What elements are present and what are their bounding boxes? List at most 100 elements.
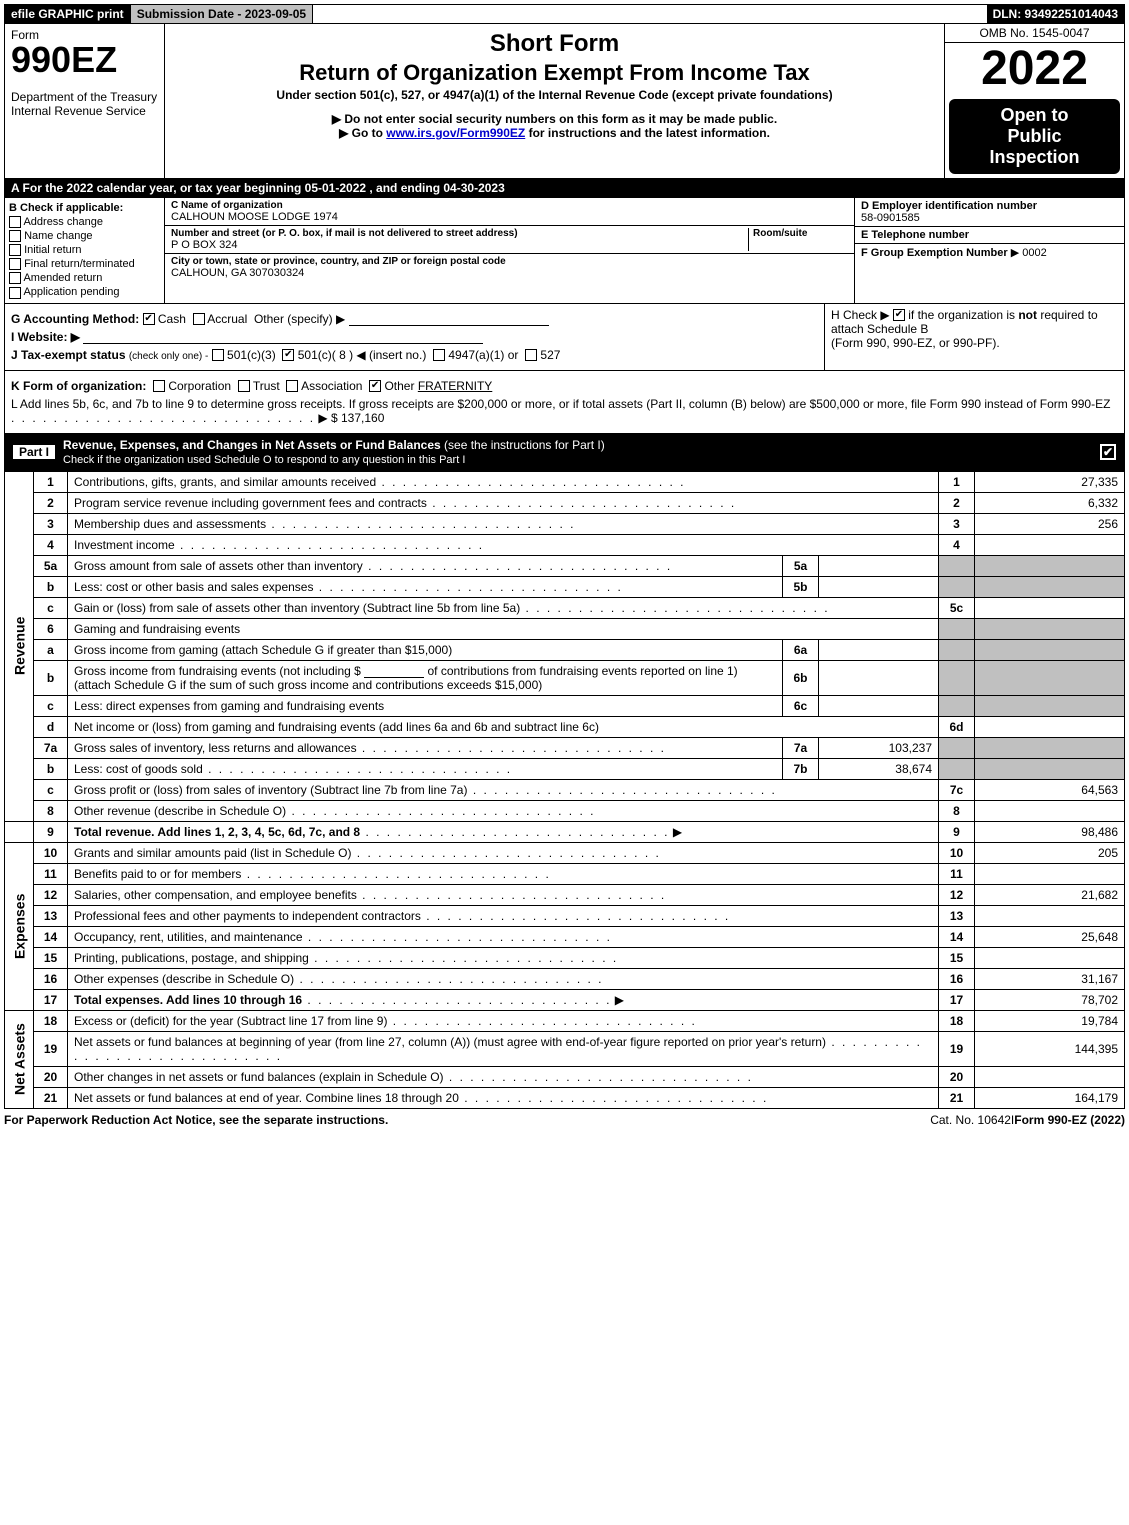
- section-A: A For the 2022 calendar year, or tax yea…: [4, 179, 1125, 198]
- other-label: Other (specify) ▶: [254, 312, 345, 326]
- row-5c: c Gain or (loss) from sale of assets oth…: [5, 597, 1125, 618]
- chk-amended-return[interactable]: Amended return: [9, 272, 160, 284]
- J-sub: (check only one) -: [129, 351, 208, 362]
- section-C: C Name of organization CALHOUN MOOSE LOD…: [165, 198, 854, 303]
- footer-left: For Paperwork Reduction Act Notice, see …: [4, 1113, 930, 1127]
- row-7a: 7a Gross sales of inventory, less return…: [5, 737, 1125, 758]
- F-label: F Group Exemption Number: [861, 247, 1008, 259]
- short-form-title: Short Form: [169, 30, 940, 58]
- ghij-left: G Accounting Method: Cash Accrual Other …: [5, 304, 824, 370]
- section-kl: K Form of organization: Corporation Trus…: [4, 371, 1125, 434]
- row-9: 9 Total revenue. Add lines 1, 2, 3, 4, 5…: [5, 821, 1125, 842]
- G-label: G Accounting Method:: [11, 312, 139, 326]
- no-ssn-warning: ▶ Do not enter social security numbers o…: [169, 112, 940, 126]
- chk-initial-return[interactable]: Initial return: [9, 244, 160, 256]
- row-16: 16 Other expenses (describe in Schedule …: [5, 968, 1125, 989]
- section-B: B Check if applicable: Address change Na…: [5, 198, 165, 303]
- chk-527[interactable]: [525, 349, 537, 361]
- 527-label: 527: [540, 348, 560, 362]
- K-row: K Form of organization: Corporation Trus…: [11, 379, 1118, 393]
- row-2: 2 Program service revenue including gove…: [5, 492, 1125, 513]
- part1-schedO-check[interactable]: ✔: [1100, 444, 1116, 460]
- row-10: Expenses 10 Grants and similar amounts p…: [5, 842, 1125, 863]
- chk-trust[interactable]: [238, 380, 250, 392]
- chk-other-org[interactable]: [369, 380, 381, 392]
- chk-cash[interactable]: [143, 313, 155, 325]
- city-value: CALHOUN, GA 307030324: [171, 267, 304, 279]
- open-line3: Inspection: [955, 147, 1114, 168]
- chk-name-change[interactable]: Name change: [9, 230, 160, 242]
- open-line2: Public: [955, 126, 1114, 147]
- street-label: Number and street (or P. O. box, if mail…: [171, 228, 748, 239]
- room-label: Room/suite: [753, 228, 848, 239]
- row-1: Revenue 1 Contributions, gifts, grants, …: [5, 471, 1125, 492]
- group-exempt-value: ▶ 0002: [1011, 247, 1047, 259]
- gross-receipts-value: 137,160: [341, 411, 384, 425]
- row-8: 8 Other revenue (describe in Schedule O)…: [5, 800, 1125, 821]
- row-6b: b Gross income from fundraising events (…: [5, 660, 1125, 695]
- part1-table: Revenue 1 Contributions, gifts, grants, …: [4, 471, 1125, 1109]
- row-7b: b Less: cost of goods sold 7b 38,674: [5, 758, 1125, 779]
- section-ghij: G Accounting Method: Cash Accrual Other …: [4, 304, 1125, 371]
- header-left: Form 990EZ Department of the Treasury In…: [5, 24, 165, 178]
- submission-date: Submission Date - 2023-09-05: [130, 5, 313, 23]
- J-label: J Tax-exempt status: [11, 348, 126, 362]
- chk-501c3[interactable]: [212, 349, 224, 361]
- website-blank[interactable]: [83, 332, 483, 344]
- row-3: 3 Membership dues and assessments 3 256: [5, 513, 1125, 534]
- trust-label: Trust: [253, 379, 280, 393]
- part1-checkline: Check if the organization used Schedule …: [63, 454, 465, 466]
- ein-value: 58-0901585: [861, 212, 1118, 224]
- assoc-label: Association: [301, 379, 362, 393]
- chk-corp[interactable]: [153, 380, 165, 392]
- row-19: 19 Net assets or fund balances at beginn…: [5, 1031, 1125, 1066]
- row-6d: d Net income or (loss) from gaming and f…: [5, 716, 1125, 737]
- other-org-label: Other: [384, 379, 414, 393]
- chk-final-return[interactable]: Final return/terminated: [9, 258, 160, 270]
- tax-year: 2022: [945, 43, 1124, 95]
- side-expenses: Expenses: [5, 842, 34, 1010]
- I-label: I Website: ▶: [11, 330, 80, 344]
- other-specify-blank[interactable]: [349, 314, 549, 326]
- K-label: K Form of organization:: [11, 379, 146, 393]
- chk-schedB[interactable]: [893, 309, 905, 321]
- G-row: G Accounting Method: Cash Accrual Other …: [11, 312, 818, 326]
- chk-assoc[interactable]: [286, 380, 298, 392]
- city-label: City or town, state or province, country…: [171, 256, 848, 267]
- H-not: not: [1018, 308, 1037, 322]
- chk-4947[interactable]: [433, 349, 445, 361]
- row-6c: c Less: direct expenses from gaming and …: [5, 695, 1125, 716]
- L-arrow: ▶ $: [318, 411, 337, 425]
- topbar-spacer: [313, 5, 986, 23]
- side-netassets: Net Assets: [5, 1010, 34, 1108]
- chk-501c[interactable]: [282, 349, 294, 361]
- header-center: Short Form Return of Organization Exempt…: [165, 24, 944, 178]
- J-row: J Tax-exempt status (check only one) - 5…: [11, 348, 818, 362]
- irs-link[interactable]: www.irs.gov/Form990EZ: [386, 126, 525, 140]
- row-5a: 5a Gross amount from sale of assets othe…: [5, 555, 1125, 576]
- row-11: 11 Benefits paid to or for members 11: [5, 863, 1125, 884]
- B-label: B Check if applicable:: [9, 202, 160, 214]
- header-right: OMB No. 1545-0047 2022 Open to Public In…: [944, 24, 1124, 178]
- corp-label: Corporation: [168, 379, 231, 393]
- H-text2: if the organization is: [908, 308, 1018, 322]
- open-public-badge: Open to Public Inspection: [949, 99, 1120, 174]
- chk-application-pending[interactable]: Application pending: [9, 286, 160, 298]
- dept-treasury: Department of the Treasury: [11, 90, 158, 104]
- row-4: 4 Investment income 4: [5, 534, 1125, 555]
- part1-title: Revenue, Expenses, and Changes in Net As…: [63, 438, 1100, 466]
- row-21: 21 Net assets or fund balances at end of…: [5, 1087, 1125, 1108]
- street-value: P O BOX 324: [171, 239, 237, 251]
- E-label: E Telephone number: [861, 229, 1118, 241]
- part1-header: Part I Revenue, Expenses, and Changes in…: [4, 434, 1125, 471]
- row-7c: c Gross profit or (loss) from sales of i…: [5, 779, 1125, 800]
- chk-accrual[interactable]: [193, 313, 205, 325]
- main-title: Return of Organization Exempt From Incom…: [169, 60, 940, 86]
- efile-label[interactable]: efile GRAPHIC print: [5, 5, 130, 23]
- 4947-label: 4947(a)(1) or: [448, 348, 518, 362]
- chk-address-change[interactable]: Address change: [9, 216, 160, 228]
- irs-label: Internal Revenue Service: [11, 104, 158, 118]
- city-row: City or town, state or province, country…: [165, 254, 854, 281]
- top-bar: efile GRAPHIC print Submission Date - 20…: [4, 4, 1125, 24]
- H-text1: H Check ▶: [831, 308, 890, 322]
